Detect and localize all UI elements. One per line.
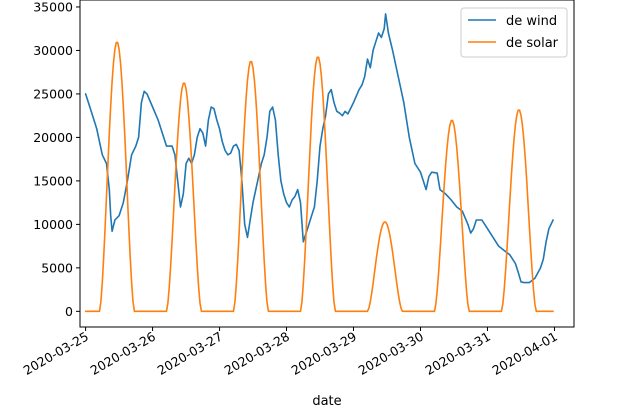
axes-frame (79, 0, 575, 328)
plot-area (84, 13, 554, 313)
y-tick-label: 15000 (33, 173, 73, 188)
x-axis-title: date (312, 394, 341, 409)
legend-label-de-solar: de solar (506, 36, 559, 51)
y-tick-label: 25000 (33, 86, 73, 101)
y-tick-label: 0 (65, 304, 73, 319)
y-tick-label: 20000 (33, 130, 73, 145)
series-line-de-solar (84, 41, 554, 313)
y-axis: 0 5000 10000 15000 20000 25000 30000 35000 (33, 0, 80, 319)
legend: de wind de solar (460, 7, 568, 58)
series-line-de-wind (84, 13, 554, 284)
y-tick-label: 35000 (33, 0, 73, 14)
y-tick-label: 10000 (33, 217, 73, 232)
legend-label-de-wind: de wind (506, 14, 557, 29)
y-tick-label: 5000 (41, 260, 73, 275)
y-tick-label: 30000 (33, 43, 73, 58)
